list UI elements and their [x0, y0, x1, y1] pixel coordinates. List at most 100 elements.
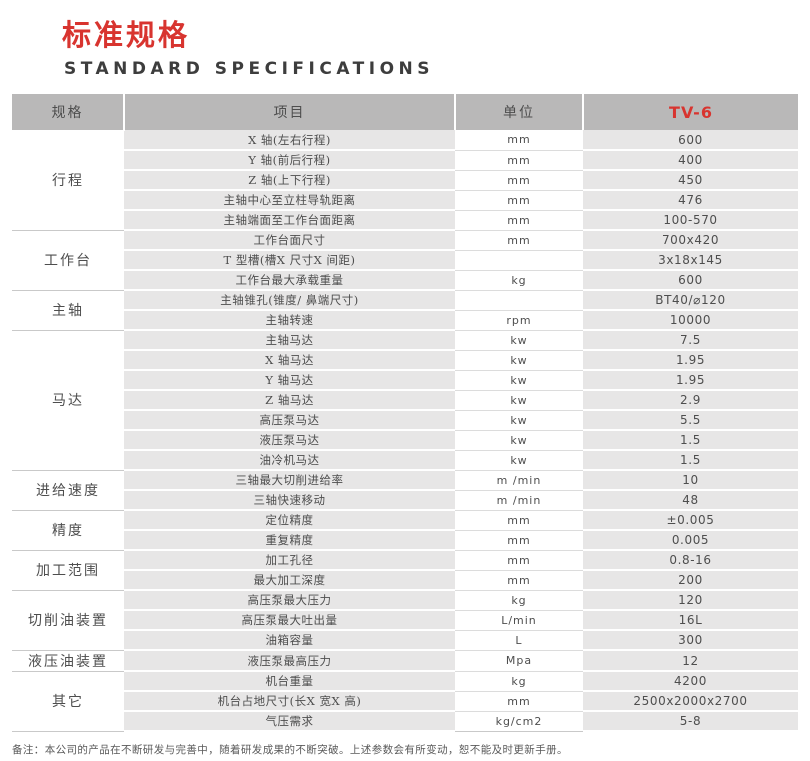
item-label: 主轴端面至工作台面距离 — [124, 210, 455, 231]
spec-value: 700x420 — [583, 230, 798, 251]
spec-value: 450 — [583, 170, 798, 191]
unit-label: L — [455, 630, 583, 651]
table-row: 气压需求 kg/cm2 5-8 — [12, 711, 798, 732]
group-label: 其它 — [12, 670, 124, 732]
unit-label: mm — [455, 170, 583, 191]
unit-label: m /min — [455, 470, 583, 491]
group-label: 切削油装置 — [12, 589, 124, 651]
unit-label: kw — [455, 330, 583, 351]
column-header-model: TV-6 — [583, 94, 798, 130]
table-row: 液压油装置 液压泵最高压力 Mpa 12 — [12, 649, 798, 672]
item-label: 定位精度 — [124, 510, 455, 531]
unit-label: m /min — [455, 490, 583, 511]
table-row: 重复精度 mm 0.005 — [12, 530, 798, 551]
unit-label: kw — [455, 390, 583, 411]
item-label: 高压泵马达 — [124, 410, 455, 431]
group-label: 行程 — [12, 129, 124, 231]
column-header-group: 规格 — [12, 94, 125, 130]
spec-value: 200 — [583, 570, 798, 591]
item-label: 主轴马达 — [124, 330, 455, 351]
spec-value: 7.5 — [583, 330, 798, 351]
group-label: 精度 — [12, 509, 124, 551]
unit-label: mm — [455, 510, 583, 531]
item-label: 重复精度 — [124, 530, 455, 551]
item-label: 机台重量 — [124, 671, 455, 692]
page-title-block: 标准规格 STANDARD SPECIFICATIONS — [0, 0, 810, 80]
table-row: 其它 机台重量 kg 4200 — [12, 670, 798, 732]
unit-label: mm — [455, 230, 583, 251]
table-row: 工作台最大承载重量 kg 600 — [12, 270, 798, 291]
spec-value: 476 — [583, 190, 798, 211]
group-label: 马达 — [12, 329, 124, 471]
spec-value: 120 — [583, 590, 798, 611]
unit-label: kw — [455, 350, 583, 371]
item-label: 高压泵最大压力 — [124, 590, 455, 611]
item-label: 油冷机马达 — [124, 450, 455, 471]
unit-label: rpm — [455, 310, 583, 331]
table-row: Y 轴(前后行程) mm 400 — [12, 150, 798, 171]
table-row: 进给速度 三轴最大切削进给率 m /min 10 — [12, 469, 798, 511]
item-label: Z 轴马达 — [124, 390, 455, 411]
unit-label: kw — [455, 450, 583, 471]
unit-label — [455, 290, 583, 311]
unit-label: mm — [455, 150, 583, 171]
table-row: 油箱容量 L 300 — [12, 630, 798, 651]
table-row: 切削油装置 高压泵最大压力 kg 120 — [12, 589, 798, 651]
spec-value: 0.005 — [583, 530, 798, 551]
table-row: 高压泵最大吐出量 L/min 16L — [12, 610, 798, 631]
spec-value: 600 — [583, 130, 798, 151]
unit-label: mm — [455, 570, 583, 591]
unit-label: mm — [455, 210, 583, 231]
group-label: 液压油装置 — [12, 649, 124, 672]
item-label: 机台占地尺寸(长X 宽X 高) — [124, 691, 455, 712]
table-row: Z 轴(上下行程) mm 450 — [12, 170, 798, 191]
table-row: 马达 主轴马达 kw 7.5 — [12, 329, 798, 471]
spec-value: 400 — [583, 150, 798, 171]
item-label: Y 轴马达 — [124, 370, 455, 391]
spec-value: 1.5 — [583, 430, 798, 451]
table-row: X 轴马达 kw 1.95 — [12, 350, 798, 371]
item-label: 气压需求 — [124, 711, 455, 732]
item-label: 高压泵最大吐出量 — [124, 610, 455, 631]
group-label: 加工范围 — [12, 549, 124, 591]
item-label: X 轴(左右行程) — [124, 130, 455, 151]
item-label: 油箱容量 — [124, 630, 455, 651]
spec-value: ±0.005 — [583, 510, 798, 531]
table-row: 加工范围 加工孔径 mm 0.8-16 — [12, 549, 798, 591]
item-label: 液压泵马达 — [124, 430, 455, 451]
group-label: 主轴 — [12, 289, 124, 331]
table-row: 液压泵马达 kw 1.5 — [12, 430, 798, 451]
spec-value: 3x18x145 — [583, 250, 798, 271]
unit-label: mm — [455, 130, 583, 151]
item-label: 主轴转速 — [124, 310, 455, 331]
table-row: 高压泵马达 kw 5.5 — [12, 410, 798, 431]
item-label: 液压泵最高压力 — [124, 650, 455, 672]
item-label: T 型槽(槽X 尺寸X 间距) — [124, 250, 455, 271]
page-title-en: STANDARD SPECIFICATIONS — [64, 59, 435, 79]
unit-label: kg — [455, 270, 583, 291]
spec-value: 48 — [583, 490, 798, 511]
spec-value: 5-8 — [583, 711, 798, 732]
table-row: 精度 定位精度 mm ±0.005 — [12, 509, 798, 551]
unit-label: mm — [455, 530, 583, 551]
spec-value: 1.5 — [583, 450, 798, 471]
spec-value: 4200 — [583, 671, 798, 692]
item-label: Z 轴(上下行程) — [124, 170, 455, 191]
specifications-table-wrap: 规格 项目 单位 TV-6 行程 X 轴(左右行程) mm 600 Y 轴(前后行程) m… — [12, 94, 798, 732]
table-row: T 型槽(槽X 尺寸X 间距) 3x18x145 — [12, 250, 798, 271]
unit-label: kg/cm2 — [455, 711, 583, 732]
table-row: 主轴端面至工作台面距离 mm 100-570 — [12, 210, 798, 231]
unit-label — [455, 250, 583, 271]
unit-label: mm — [455, 550, 583, 571]
spec-value: 300 — [583, 630, 798, 651]
footnote: 备注：本公司的产品在不断研发与完善中，随着研发成果的不断突破。上述参数会有所变动… — [12, 744, 568, 756]
group-label: 进给速度 — [12, 469, 124, 511]
item-label: 主轴中心至立柱导轨距离 — [124, 190, 455, 211]
table-row: Z 轴马达 kw 2.9 — [12, 390, 798, 411]
page-title-cn: 标准规格 — [62, 18, 191, 52]
table-row: 主轴中心至立柱导轨距离 mm 476 — [12, 190, 798, 211]
column-header-item: 项目 — [124, 94, 456, 130]
spec-value: 600 — [583, 270, 798, 291]
spec-value: 10000 — [583, 310, 798, 331]
table-row: 行程 X 轴(左右行程) mm 600 — [12, 129, 798, 231]
